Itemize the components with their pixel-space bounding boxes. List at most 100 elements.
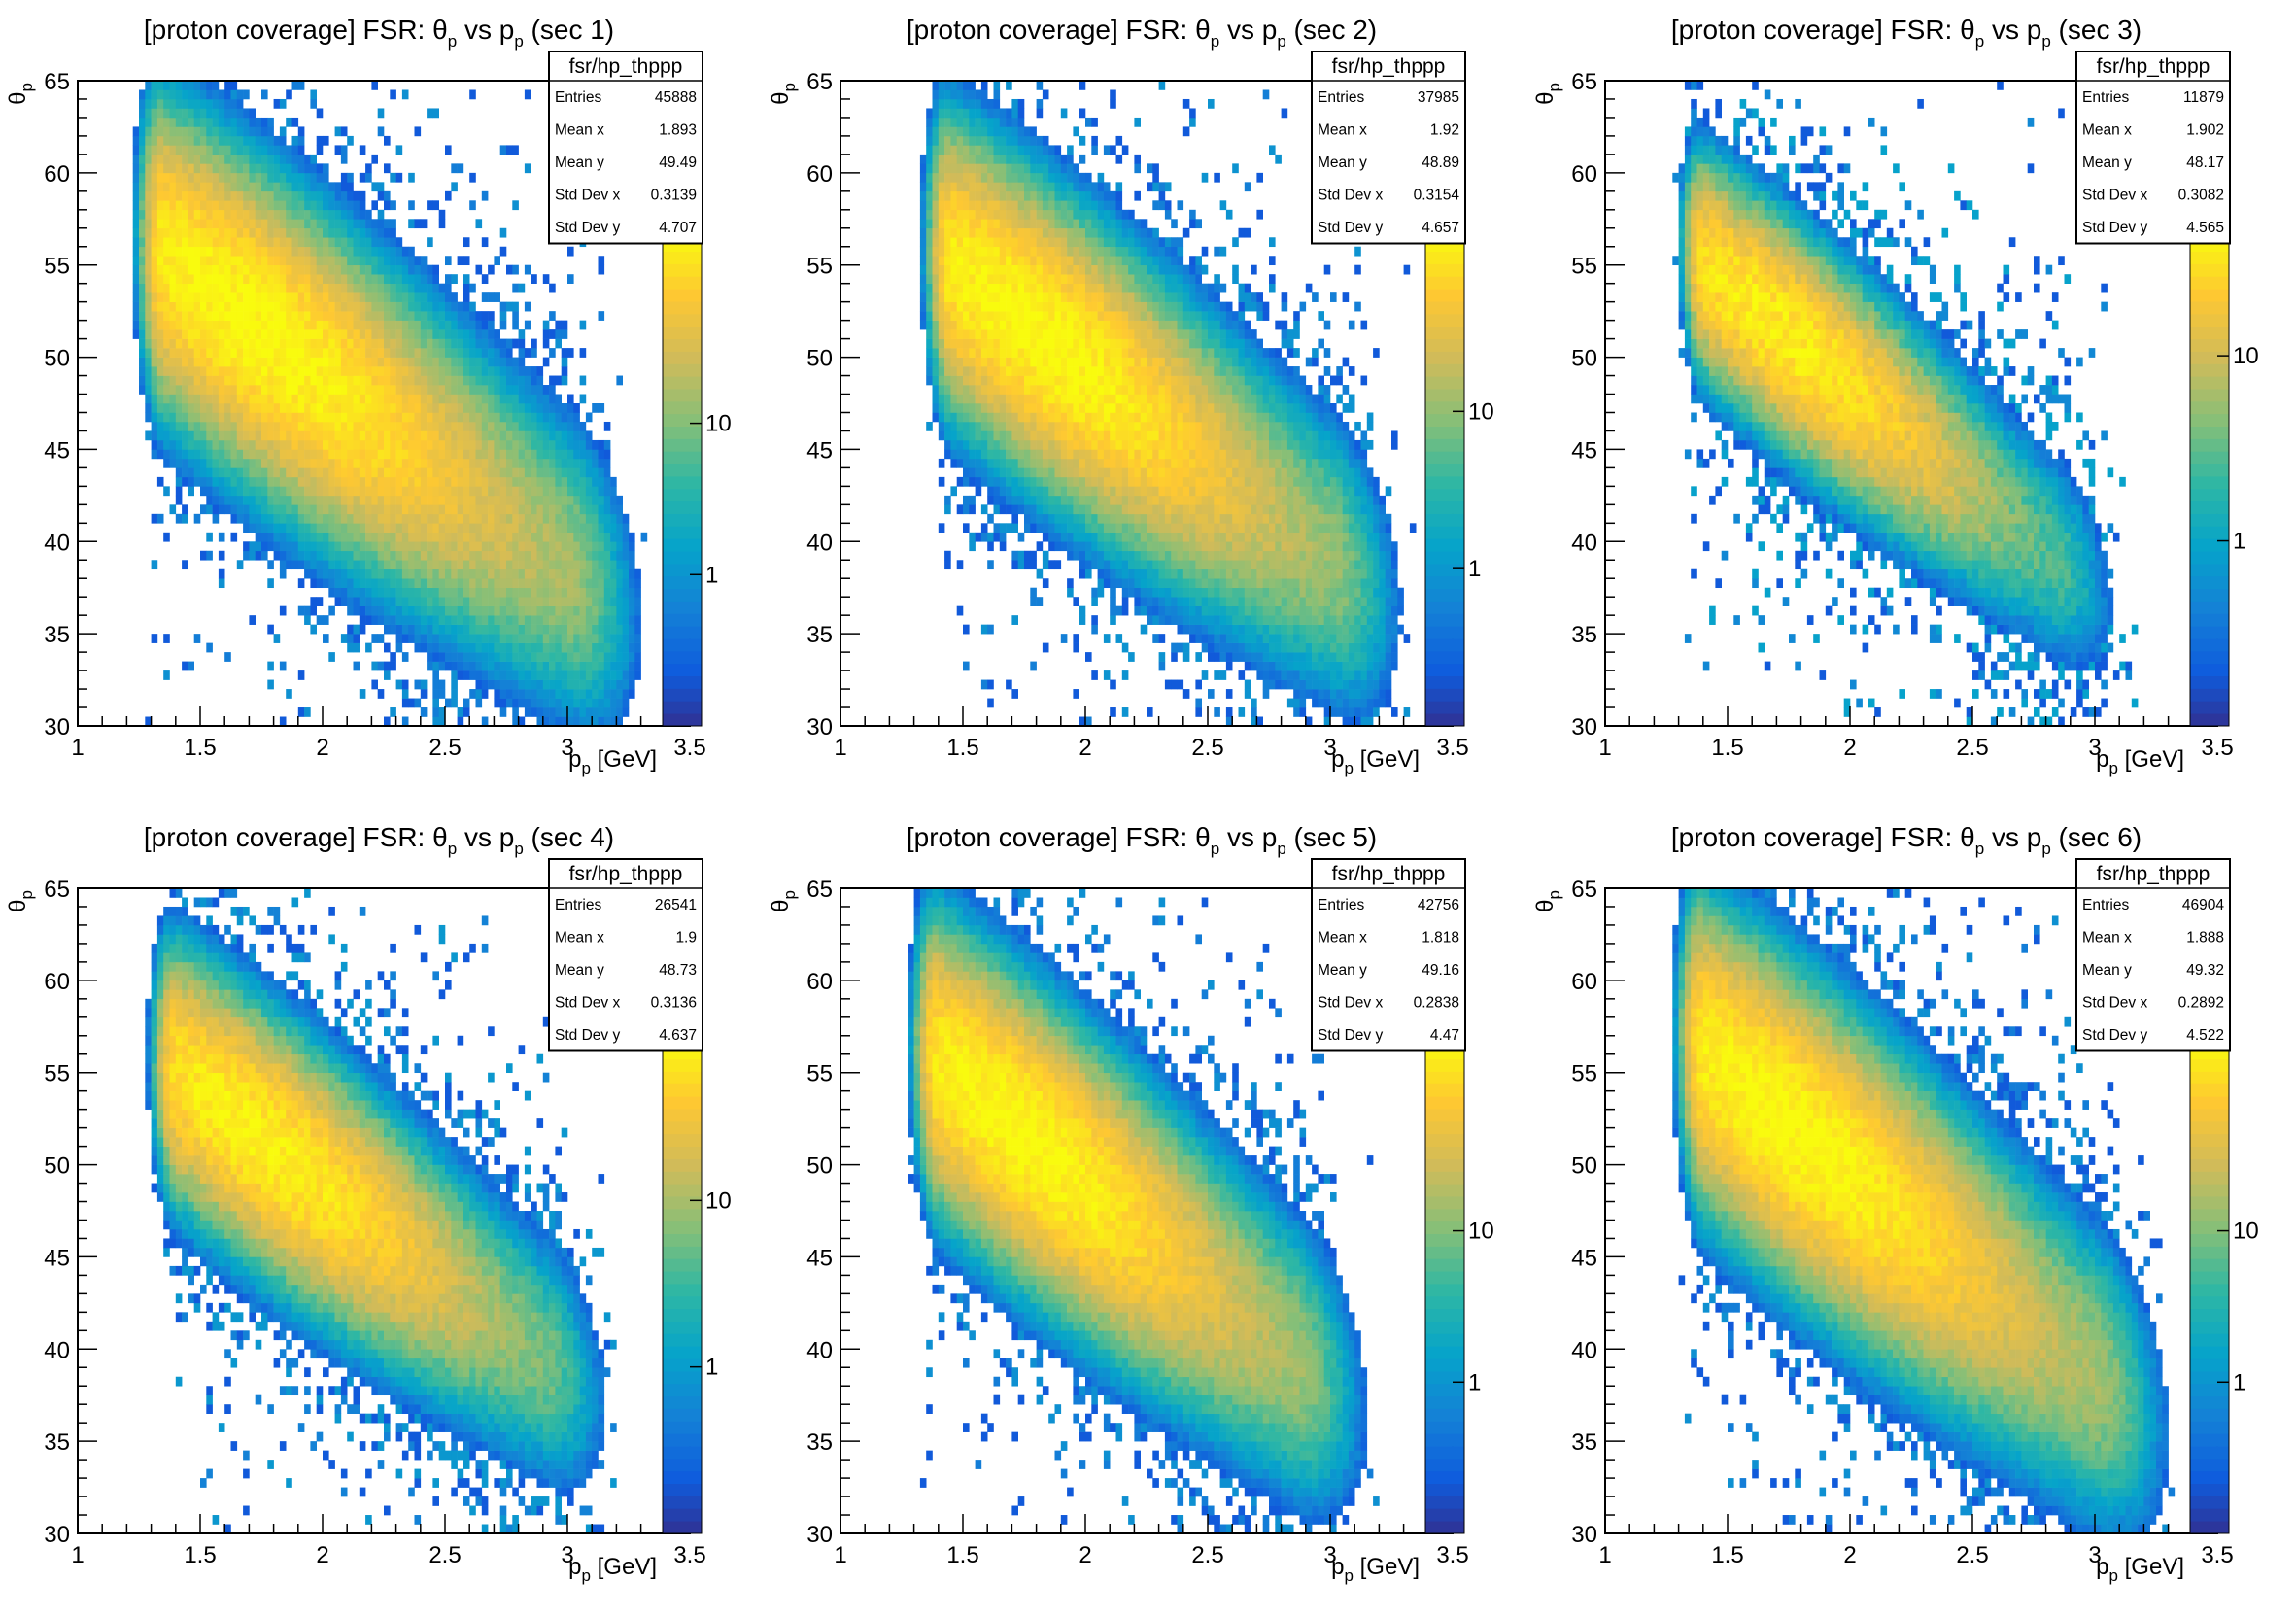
heatmap-cell (408, 394, 415, 404)
heatmap-cell (1048, 182, 1055, 192)
heatmap-cell (347, 541, 354, 552)
heatmap-cell (622, 670, 630, 680)
heatmap-cell (420, 597, 428, 606)
heatmap-cell (987, 163, 994, 174)
heatmap-cell (481, 568, 489, 579)
heatmap-cell (1024, 311, 1031, 321)
heatmap-cell (499, 449, 507, 460)
heatmap-cell (944, 274, 951, 284)
heatmap-cell (975, 219, 982, 229)
heatmap-cell (420, 301, 428, 312)
heatmap-cell (451, 348, 458, 358)
heatmap-cell (297, 513, 305, 524)
heatmap-cell (156, 209, 164, 220)
heatmap-cell (353, 476, 360, 487)
color-bar-segment (663, 426, 702, 439)
heatmap-cell (524, 652, 531, 662)
heatmap-cell (408, 366, 415, 376)
heatmap-cell (243, 495, 250, 505)
heatmap-cell (1048, 523, 1055, 533)
heatmap-cell (371, 348, 378, 358)
heatmap-cell (175, 385, 183, 395)
heatmap-cell (414, 311, 422, 321)
heatmap-cell (249, 219, 256, 229)
heatmap-cell (408, 172, 415, 183)
heatmap-cell (267, 523, 274, 533)
heatmap-cell (156, 256, 164, 266)
heatmap-cell (163, 135, 170, 146)
heatmap-cell (1079, 605, 1086, 616)
heatmap-cell (267, 495, 274, 505)
heatmap-cell (163, 172, 170, 183)
heatmap-cell (273, 430, 281, 441)
heatmap-cell (592, 504, 599, 515)
heatmap-cell (1036, 568, 1044, 579)
heatmap-cell (384, 237, 391, 248)
heatmap-cell (629, 679, 635, 690)
heatmap-cell (451, 311, 458, 321)
color-bar-segment (663, 688, 702, 702)
heatmap-cell (316, 283, 324, 293)
heatmap-cell (561, 430, 568, 441)
heatmap-cell (518, 550, 526, 561)
heatmap-cell (384, 348, 391, 358)
heatmap-cell (1067, 320, 1074, 330)
heatmap-cell (932, 357, 940, 367)
heatmap-cell (1073, 338, 1079, 349)
heatmap-cell (212, 495, 220, 505)
heatmap-cell (598, 476, 605, 487)
heatmap-cell (1048, 200, 1055, 211)
heatmap-cell (200, 329, 207, 339)
heatmap-cell (463, 311, 470, 321)
heatmap-cell (371, 504, 378, 515)
heatmap-cell (1060, 532, 1068, 542)
heatmap-cell (622, 560, 630, 570)
heatmap-cell (432, 366, 439, 376)
heatmap-cell (353, 578, 360, 589)
heatmap-cell (384, 385, 391, 395)
heatmap-cell (1011, 394, 1018, 404)
heatmap-cell (347, 375, 354, 386)
heatmap-cell (353, 311, 360, 321)
heatmap-cell (592, 670, 599, 680)
heatmap-cell (169, 182, 177, 192)
heatmap-cell (926, 200, 933, 211)
heatmap-cell (561, 698, 568, 708)
heatmap-cell (1054, 348, 1062, 358)
heatmap-cell (975, 329, 982, 339)
heatmap-cell (291, 154, 299, 164)
heatmap-cell (175, 467, 183, 478)
heatmap-cell (1067, 209, 1074, 220)
heatmap-cell (567, 624, 574, 635)
heatmap-cell (230, 320, 238, 330)
heatmap-cell (182, 338, 188, 349)
heatmap-cell (1036, 209, 1044, 220)
heatmap-cell (273, 246, 281, 257)
heatmap-cell (944, 320, 951, 330)
heatmap-cell (616, 560, 623, 570)
heatmap-cell (304, 375, 311, 386)
heatmap-cell (555, 689, 562, 699)
heatmap-cell (1048, 320, 1055, 330)
heatmap-cell (212, 264, 220, 275)
x-axis: 1 1.5 2 2.5 3 3.5 (71, 706, 706, 761)
heatmap-cell (212, 246, 220, 257)
heatmap-cell (267, 504, 274, 515)
heatmap-cell (193, 108, 201, 119)
heatmap-cell (999, 311, 1007, 321)
heatmap-cell (579, 587, 587, 598)
heatmap-cell (969, 301, 976, 312)
heatmap-cell (999, 329, 1007, 339)
heatmap-cell (316, 439, 324, 450)
heatmap-cell (310, 495, 317, 505)
heatmap-cell (585, 642, 593, 653)
heatmap-cell (457, 605, 464, 616)
heatmap-cell (506, 375, 513, 386)
heatmap-cell (359, 375, 366, 386)
heatmap-cell (506, 661, 513, 671)
heatmap-cell (243, 219, 250, 229)
heatmap-cell (438, 449, 446, 460)
heatmap-cell (132, 283, 140, 293)
heatmap-cell (218, 126, 225, 137)
heatmap-cell (1011, 550, 1018, 561)
